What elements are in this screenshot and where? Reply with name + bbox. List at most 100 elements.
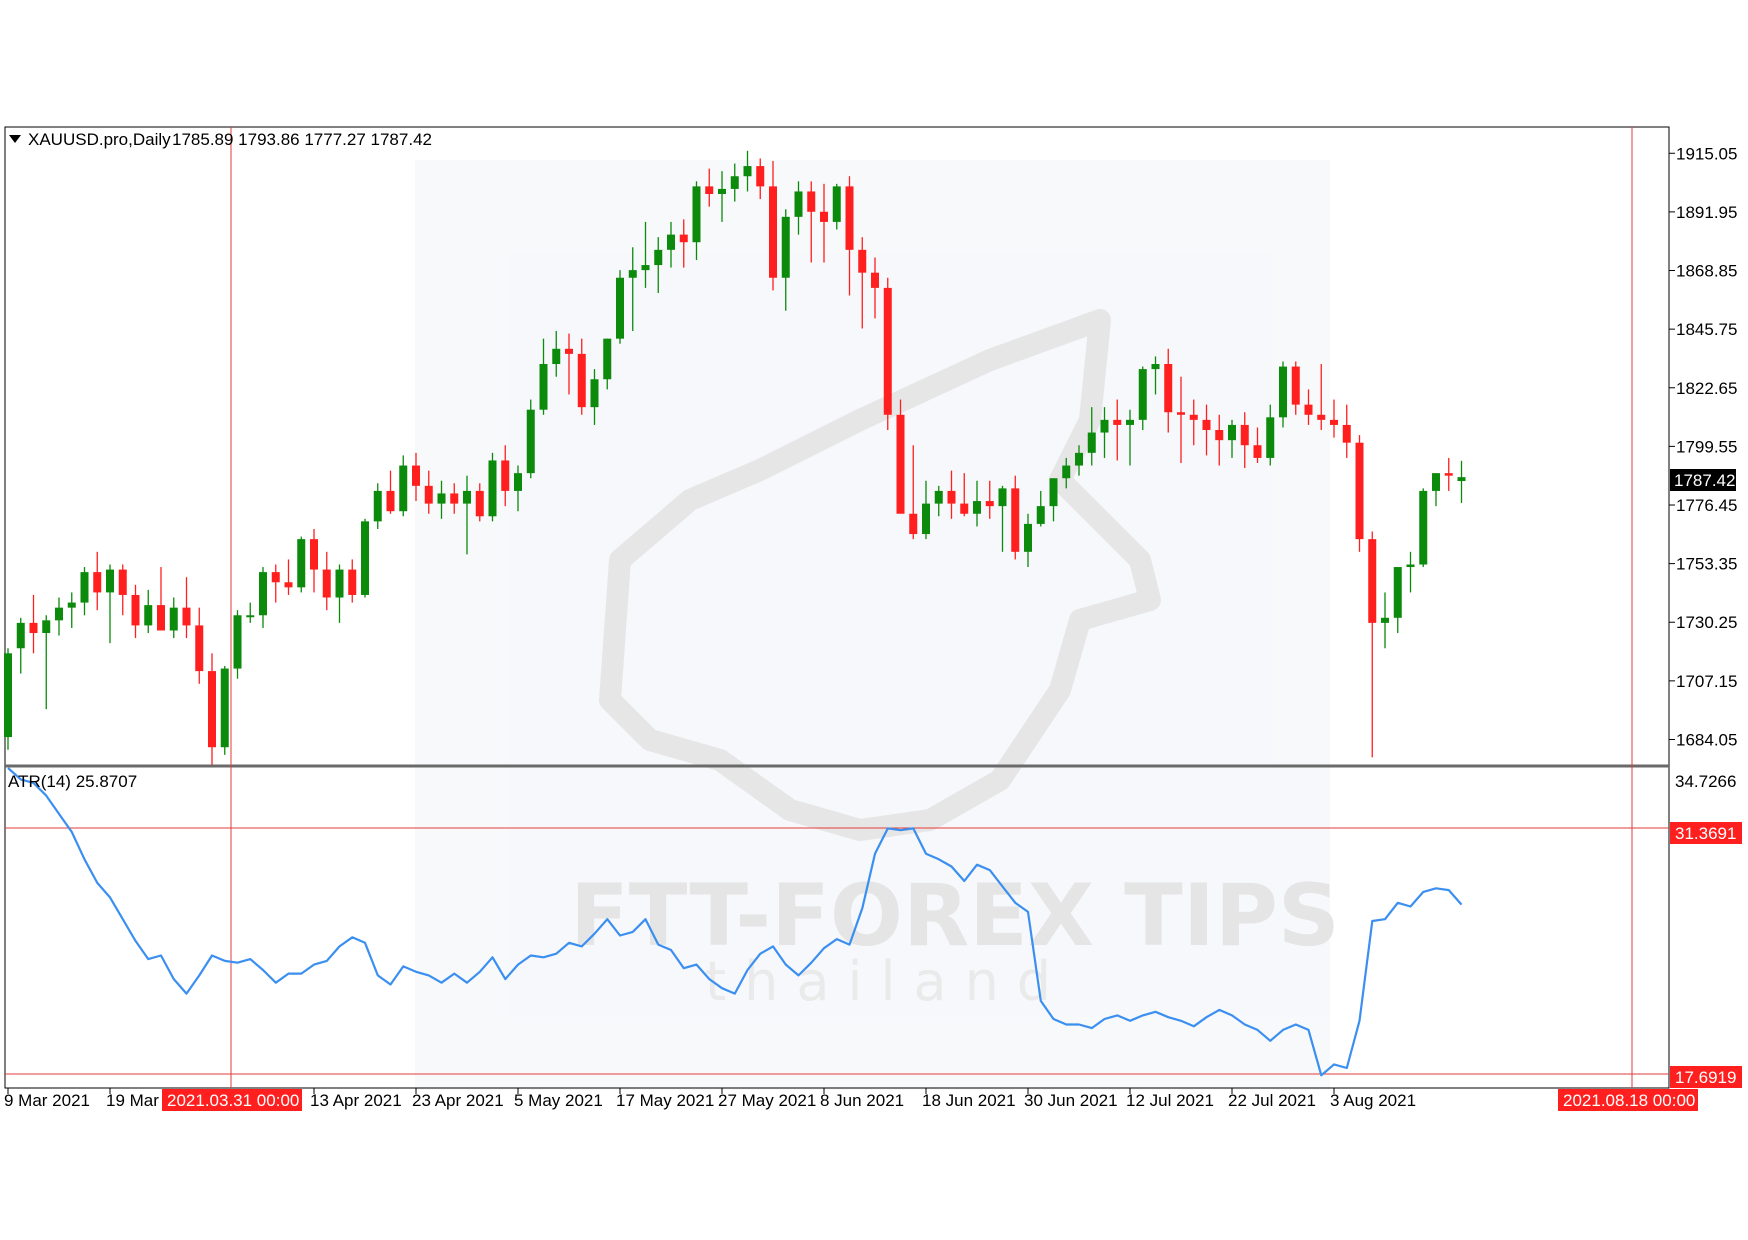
bear-candle — [348, 569, 357, 595]
bear-candle — [1011, 488, 1020, 552]
bull-candle — [335, 569, 344, 598]
bear-candle — [1368, 539, 1377, 623]
candles — [4, 150, 1466, 765]
bull-candle — [246, 615, 255, 618]
bear-candle — [322, 569, 331, 598]
bear-candle — [1202, 419, 1211, 431]
bull-candle — [399, 465, 408, 512]
bear-candle — [310, 539, 318, 570]
bull-candle — [1062, 465, 1071, 479]
bull-candle — [297, 539, 306, 588]
date-tick-label: 3 Aug 2021 — [1330, 1091, 1416, 1110]
bull-candle — [16, 622, 25, 649]
bull-candle — [667, 234, 675, 250]
price-tick-label: 1915.05 — [1676, 144, 1737, 163]
date-tick-label: 9 Mar 2021 — [4, 1091, 90, 1110]
watermark-panel — [415, 160, 1330, 1090]
bear-candle — [1177, 412, 1185, 415]
bear-candle — [182, 607, 191, 626]
bear-candle — [424, 485, 433, 504]
price-tick-label: 1730.25 — [1676, 613, 1737, 632]
bull-candle — [55, 607, 63, 621]
bear-candle — [1215, 430, 1224, 441]
bull-candle — [233, 615, 242, 669]
price-tick-label: 1684.05 — [1676, 730, 1737, 749]
bull-candle — [169, 607, 178, 631]
bull-candle — [616, 277, 624, 339]
price-tick-label: 1776.45 — [1676, 496, 1737, 515]
bull-candle — [1266, 417, 1275, 458]
bear-candle — [807, 191, 816, 212]
price-tick-label: 1891.95 — [1676, 203, 1737, 222]
date-tick-label: 22 Jul 2021 — [1228, 1091, 1316, 1110]
bear-candle — [1355, 442, 1364, 540]
bull-candle — [1138, 369, 1147, 420]
bull-candle — [1419, 490, 1428, 565]
collapse-triangle-icon[interactable] — [9, 135, 21, 143]
bear-candle — [1444, 473, 1453, 476]
bear-candle — [29, 622, 38, 634]
bear-candle — [93, 572, 102, 593]
bull-candle — [1100, 419, 1109, 433]
bull-candle — [539, 364, 548, 410]
bull-candle — [488, 460, 497, 517]
bear-candle — [960, 503, 969, 514]
bear-candle — [195, 625, 204, 672]
bull-candle — [1279, 366, 1287, 418]
bear-candle — [985, 501, 994, 507]
bull-candle — [692, 186, 701, 243]
bear-candle — [1113, 419, 1122, 425]
bull-candle — [437, 493, 446, 504]
bear-candle — [1304, 404, 1313, 415]
bull-candle — [463, 490, 471, 504]
date-tick-label: 30 Jun 2021 — [1024, 1091, 1118, 1110]
bear-candle — [1291, 366, 1300, 405]
bear-candle — [756, 166, 765, 187]
bear-candle — [1189, 414, 1198, 420]
date-tick-label: 12 Jul 2021 — [1126, 1091, 1214, 1110]
bull-candle — [1432, 473, 1440, 491]
bull-candle — [67, 602, 76, 608]
bull-candle — [220, 668, 229, 748]
bear-candle — [208, 671, 216, 748]
bull-candle — [743, 166, 752, 177]
atr-high-value: 31.3691 — [1675, 824, 1736, 843]
bull-candle — [4, 653, 12, 738]
date-tick-label: 8 Jun 2021 — [820, 1091, 904, 1110]
date-tick-label: 5 May 2021 — [514, 1091, 603, 1110]
date-tick-label: 17 May 2021 — [616, 1091, 714, 1110]
bull-candle — [718, 188, 726, 194]
crosshair-time-right-badge — [1558, 1089, 1698, 1111]
bull-candle — [514, 473, 522, 491]
bull-candle — [641, 265, 650, 271]
bull-candle — [998, 488, 1007, 507]
bear-candle — [565, 348, 573, 354]
bull-candle — [1393, 567, 1402, 618]
bull-candle — [832, 186, 841, 222]
bull-candle — [259, 572, 267, 616]
bull-candle — [1228, 424, 1236, 441]
price-tick-label: 1868.85 — [1676, 262, 1737, 281]
bull-candle — [973, 501, 981, 514]
ohlc-label: 1785.89 1793.86 1777.27 1787.42 — [172, 130, 432, 149]
bull-candle — [794, 191, 803, 217]
bear-candle — [858, 249, 867, 273]
atr-high-badge — [1670, 822, 1742, 844]
bull-candle — [373, 490, 382, 522]
atr-panel — [7, 767, 1463, 1077]
bear-candle — [679, 234, 688, 243]
bull-candle — [42, 620, 51, 634]
bull-candle — [1087, 432, 1096, 453]
bull-candle — [922, 503, 930, 535]
price-axis: 1915.05 1891.95 1868.85 1845.75 1822.65 1799.… — [1669, 144, 1737, 749]
price-tick-label: 1822.65 — [1676, 379, 1737, 398]
chart-frame — [4, 126, 1670, 1089]
bear-candle — [157, 605, 165, 631]
crosshair-time-right: 2021.08.18 00:00 — [1563, 1091, 1695, 1110]
bear-candle — [577, 353, 586, 408]
last-price-value: 1787.42 — [1674, 471, 1735, 490]
bear-candle — [284, 582, 293, 588]
bull-candle — [781, 216, 790, 278]
bear-candle — [131, 594, 140, 626]
atr-label: ATR(14) 25.8707 — [8, 772, 137, 791]
